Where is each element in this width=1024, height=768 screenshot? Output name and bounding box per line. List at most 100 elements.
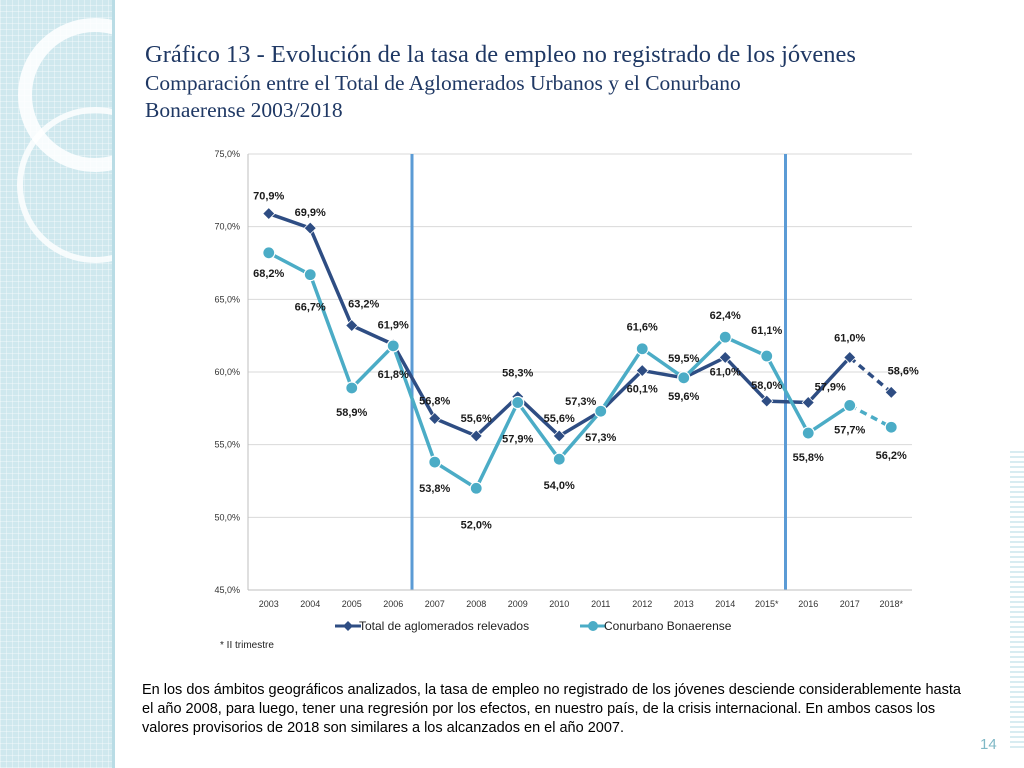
- data-label: 61,0%: [834, 332, 865, 344]
- data-point-marker: [345, 318, 359, 333]
- series-provisional-line: [848, 403, 893, 429]
- y-tick-label: 60,0%: [214, 367, 240, 377]
- data-label: 70,9%: [253, 191, 284, 203]
- x-tick-label: 2013: [674, 599, 694, 609]
- data-point-marker: [843, 398, 857, 413]
- y-tick-label: 50,0%: [214, 512, 240, 522]
- decorative-circles: [17, 18, 112, 263]
- page-number: 14: [980, 736, 997, 753]
- data-label: 58,9%: [336, 407, 367, 419]
- data-point-marker: [718, 350, 732, 365]
- x-tick-label: 2015*: [755, 599, 779, 609]
- slide-title: Gráfico 13 - Evolución de la tasa de emp…: [145, 40, 1005, 124]
- x-tick-label: 2005: [342, 599, 362, 609]
- chart-footnote: * II trimestre: [220, 640, 274, 651]
- title-line-3: Bonaerense 2003/2018: [145, 98, 343, 122]
- data-label: 68,2%: [253, 268, 284, 280]
- data-point-marker: [801, 395, 815, 410]
- chart-gridlines: [248, 153, 912, 591]
- data-label: 61,9%: [378, 319, 409, 331]
- chart-vertical-markers: [410, 154, 787, 590]
- data-point-marker: [428, 411, 442, 426]
- x-tick-label: 2004: [300, 599, 320, 609]
- data-point-marker: [428, 455, 442, 469]
- data-point-marker: [262, 207, 276, 221]
- data-point-marker: [884, 420, 898, 434]
- x-tick-label: 2008: [466, 599, 486, 609]
- data-label: 62,4%: [710, 310, 741, 322]
- data-point-marker: [843, 350, 857, 365]
- data-label: 58,3%: [502, 368, 533, 380]
- data-point-marker: [552, 429, 566, 443]
- data-label: 57,9%: [502, 434, 533, 446]
- data-label: 57,9%: [815, 382, 846, 394]
- data-point-marker: [677, 371, 691, 385]
- data-label: 57,7%: [834, 424, 865, 436]
- data-point-marker: [469, 481, 483, 495]
- data-label: 61,1%: [751, 325, 782, 337]
- data-point-marker: [594, 404, 608, 418]
- series-provisional-line: [848, 356, 893, 394]
- side-band-edge: [112, 0, 115, 768]
- x-tick-label: 2014: [715, 599, 735, 609]
- data-point-marker: [801, 426, 815, 440]
- title-line-1: Gráfico 13 - Evolución de la tasa de emp…: [145, 41, 856, 68]
- legend-label: Total de aglomerados relevados: [359, 619, 529, 633]
- data-label: 55,6%: [544, 413, 575, 425]
- data-point-marker: [635, 342, 649, 356]
- data-point-marker: [552, 452, 566, 466]
- data-label: 59,5%: [668, 353, 699, 365]
- x-tick-label: 2007: [425, 599, 445, 609]
- data-label: 61,8%: [378, 369, 409, 381]
- data-label: 56,8%: [419, 396, 450, 408]
- title-line-2: Comparación entre el Total de Aglomerado…: [145, 71, 741, 95]
- y-tick-label: 70,0%: [214, 222, 240, 232]
- data-label: 57,3%: [585, 432, 616, 444]
- data-point-marker: [303, 268, 317, 282]
- x-tick-label: 2006: [383, 599, 403, 609]
- chart-series: [262, 207, 898, 495]
- data-label: 55,6%: [461, 413, 492, 425]
- chart-axes: 45,0% 50,0% 55,0% 60,0% 65,0% 70,0% 75,0% 2003 2…: [214, 149, 912, 609]
- data-label: 53,8%: [419, 483, 450, 495]
- data-label: 55,8%: [793, 452, 824, 464]
- chart-data-labels: 70,9% 69,9% 63,2% 61,9% 56,8% 55,6% 58,3% 55,6%…: [253, 191, 919, 532]
- data-label: 56,2%: [876, 450, 907, 462]
- chart-legend: Total de aglomerados relevados Conurbano …: [335, 619, 732, 633]
- x-tick-label: 2009: [508, 599, 528, 609]
- data-label: 61,0%: [710, 366, 741, 378]
- y-tick-label: 55,0%: [214, 440, 240, 450]
- data-point-marker: [511, 395, 525, 410]
- data-point-marker: [303, 221, 317, 235]
- data-label: 59,6%: [668, 391, 699, 403]
- data-point-marker: [760, 394, 774, 408]
- y-tick-label: 45,0%: [214, 585, 240, 595]
- x-tick-label: 2018*: [879, 599, 903, 609]
- data-point-marker: [760, 349, 774, 363]
- data-point-marker: [884, 385, 898, 399]
- y-tick-label: 75,0%: [214, 149, 240, 159]
- data-point-marker: [718, 330, 732, 344]
- data-label: 69,9%: [295, 207, 326, 219]
- data-label: 52,0%: [461, 519, 492, 531]
- data-point-marker: [386, 339, 400, 353]
- data-label: 61,6%: [627, 322, 658, 334]
- x-tick-label: 2003: [259, 599, 279, 609]
- data-label: 58,6%: [888, 365, 919, 377]
- data-label: 54,0%: [544, 480, 575, 492]
- data-label: 58,0%: [751, 380, 782, 392]
- data-point-marker: [345, 381, 359, 395]
- data-label: 63,2%: [348, 298, 379, 310]
- x-tick-label: 2010: [549, 599, 569, 609]
- data-label: 57,3%: [565, 396, 596, 408]
- legend-label: Conurbano Bonaerense: [604, 619, 732, 633]
- x-tick-label: 2012: [632, 599, 652, 609]
- y-tick-label: 65,0%: [214, 294, 240, 304]
- decorative-right-edge: [1010, 448, 1024, 748]
- decorative-side-band: [0, 0, 112, 768]
- data-label: 66,7%: [295, 302, 326, 314]
- x-tick-label: 2011: [591, 599, 610, 609]
- legend-swatch-marker: [343, 621, 353, 631]
- data-point-marker: [262, 246, 276, 260]
